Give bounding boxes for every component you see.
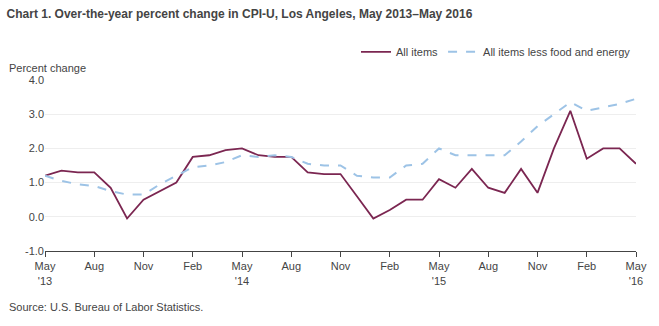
svg-text:Aug: Aug: [84, 260, 104, 272]
svg-text:1.0: 1.0: [29, 176, 44, 188]
svg-text:Feb: Feb: [380, 260, 399, 272]
svg-text:Nov: Nov: [134, 260, 154, 272]
svg-text:4.0: 4.0: [29, 74, 44, 86]
svg-text:All items: All items: [396, 46, 438, 58]
svg-text:May'13: May'13: [35, 260, 56, 286]
svg-text:Feb: Feb: [183, 260, 202, 272]
svg-text:-1.0: -1.0: [25, 245, 44, 257]
svg-text:Chart 1. Over-the-year percent: Chart 1. Over-the-year percent change in…: [7, 7, 473, 21]
svg-text:Source: U.S. Bureau of Labor S: Source: U.S. Bureau of Labor Statistics.: [9, 301, 203, 313]
svg-text:Feb: Feb: [577, 260, 596, 272]
svg-text:Nov: Nov: [528, 260, 548, 272]
svg-text:May'14: May'14: [232, 260, 253, 286]
svg-text:3.0: 3.0: [29, 108, 44, 120]
svg-text:Percent change: Percent change: [9, 62, 86, 74]
svg-text:Nov: Nov: [331, 260, 351, 272]
svg-text:2.0: 2.0: [29, 142, 44, 154]
svg-text:Aug: Aug: [478, 260, 498, 272]
svg-text:Aug: Aug: [281, 260, 301, 272]
svg-text:0.0: 0.0: [29, 211, 44, 223]
svg-text:All items less food and energy: All items less food and energy: [483, 46, 630, 58]
svg-text:May'15: May'15: [429, 260, 450, 286]
svg-text:May'16: May'16: [626, 260, 647, 286]
